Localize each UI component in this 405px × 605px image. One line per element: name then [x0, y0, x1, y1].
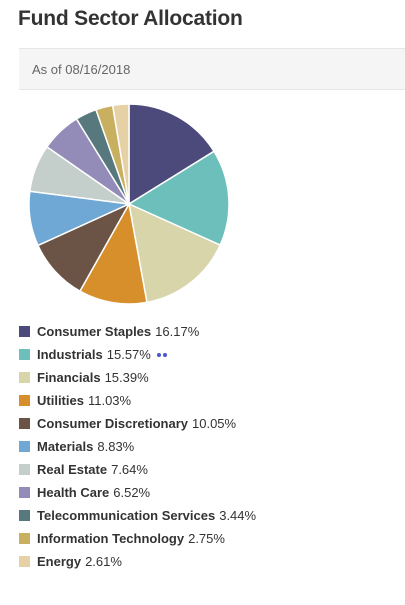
legend-swatch [19, 510, 30, 521]
legend-swatch [19, 556, 30, 567]
dot-icon [162, 352, 167, 357]
pie-slice-utilities[interactable] [78, 201, 148, 305]
legend-label: Materials [37, 439, 94, 454]
legend-item-telecommunication-services[interactable]: Telecommunication Services 3.44% [19, 504, 256, 527]
legend-item-real-estate[interactable]: Real Estate 7.64% [19, 458, 256, 481]
legend-item-industrials[interactable]: Industrials 15.57% [19, 343, 256, 366]
pie-slice-financials[interactable] [128, 202, 222, 304]
legend-value: 6.52% [113, 485, 151, 500]
legend-swatch [19, 464, 30, 475]
legend-label: Health Care [37, 485, 110, 500]
legend-label: Financials [37, 370, 101, 385]
legend-label: Energy [37, 554, 82, 569]
legend-value: 8.83% [97, 439, 135, 454]
legend-label: Real Estate [37, 462, 108, 477]
dot-icon [156, 352, 161, 357]
as-of-date: As of 08/16/2018 [32, 62, 131, 77]
legend-label: Industrials [37, 347, 103, 362]
pie-slice-industrials[interactable] [127, 150, 230, 247]
legend-value: 2.61% [85, 554, 122, 569]
legend-swatch [19, 533, 30, 544]
legend-value: 15.39% [104, 370, 149, 385]
legend-swatch [19, 487, 30, 498]
legend-label: Consumer Staples [37, 324, 152, 339]
legend-item-materials[interactable]: Materials 8.83% [19, 435, 256, 458]
pie-slice-consumer-staples[interactable] [128, 103, 216, 206]
legend-swatch [19, 372, 30, 383]
pie-slice-energy[interactable] [111, 103, 130, 205]
legend-item-energy[interactable]: Energy 2.61% [19, 550, 256, 573]
legend-value: 3.44% [219, 508, 257, 523]
legend-value: 10.05% [192, 416, 237, 431]
sector-pie-chart [28, 103, 230, 305]
legend-value: 7.64% [111, 462, 148, 477]
legend-item-utilities[interactable]: Utilities 11.03% [19, 389, 256, 412]
legend-swatch [19, 326, 30, 337]
legend-swatch [19, 349, 30, 360]
legend-item-consumer-discretionary[interactable]: Consumer Discretionary 10.05% [19, 412, 256, 435]
legend-label: Telecommunication Services [37, 508, 216, 523]
legend-value: 2.75% [188, 531, 225, 546]
as-of-bar: As of 08/16/2018 [19, 48, 405, 90]
legend-value: 15.57% [106, 347, 151, 362]
page-title: Fund Sector Allocation [18, 7, 243, 30]
legend-item-information-technology[interactable]: Information Technology 2.75% [19, 527, 256, 550]
legend-value: 11.03% [87, 393, 132, 408]
legend-item-consumer-staples[interactable]: Consumer Staples 16.17% [19, 320, 256, 343]
legend-swatch [19, 441, 30, 452]
legend-value: 16.17% [155, 324, 200, 339]
legend-label: Information Technology [37, 531, 185, 546]
legend-swatch [19, 395, 30, 406]
legend-item-financials[interactable]: Financials 15.39% [19, 366, 256, 389]
legend-item-health-care[interactable]: Health Care 6.52% [19, 481, 256, 504]
legend-label: Consumer Discretionary [37, 416, 188, 431]
legend-label: Utilities [37, 393, 84, 408]
more-options-icon[interactable] [156, 352, 167, 357]
chart-legend: Consumer Staples 16.17% Industrials 15.57% F… [19, 320, 256, 573]
legend-swatch [19, 418, 30, 429]
